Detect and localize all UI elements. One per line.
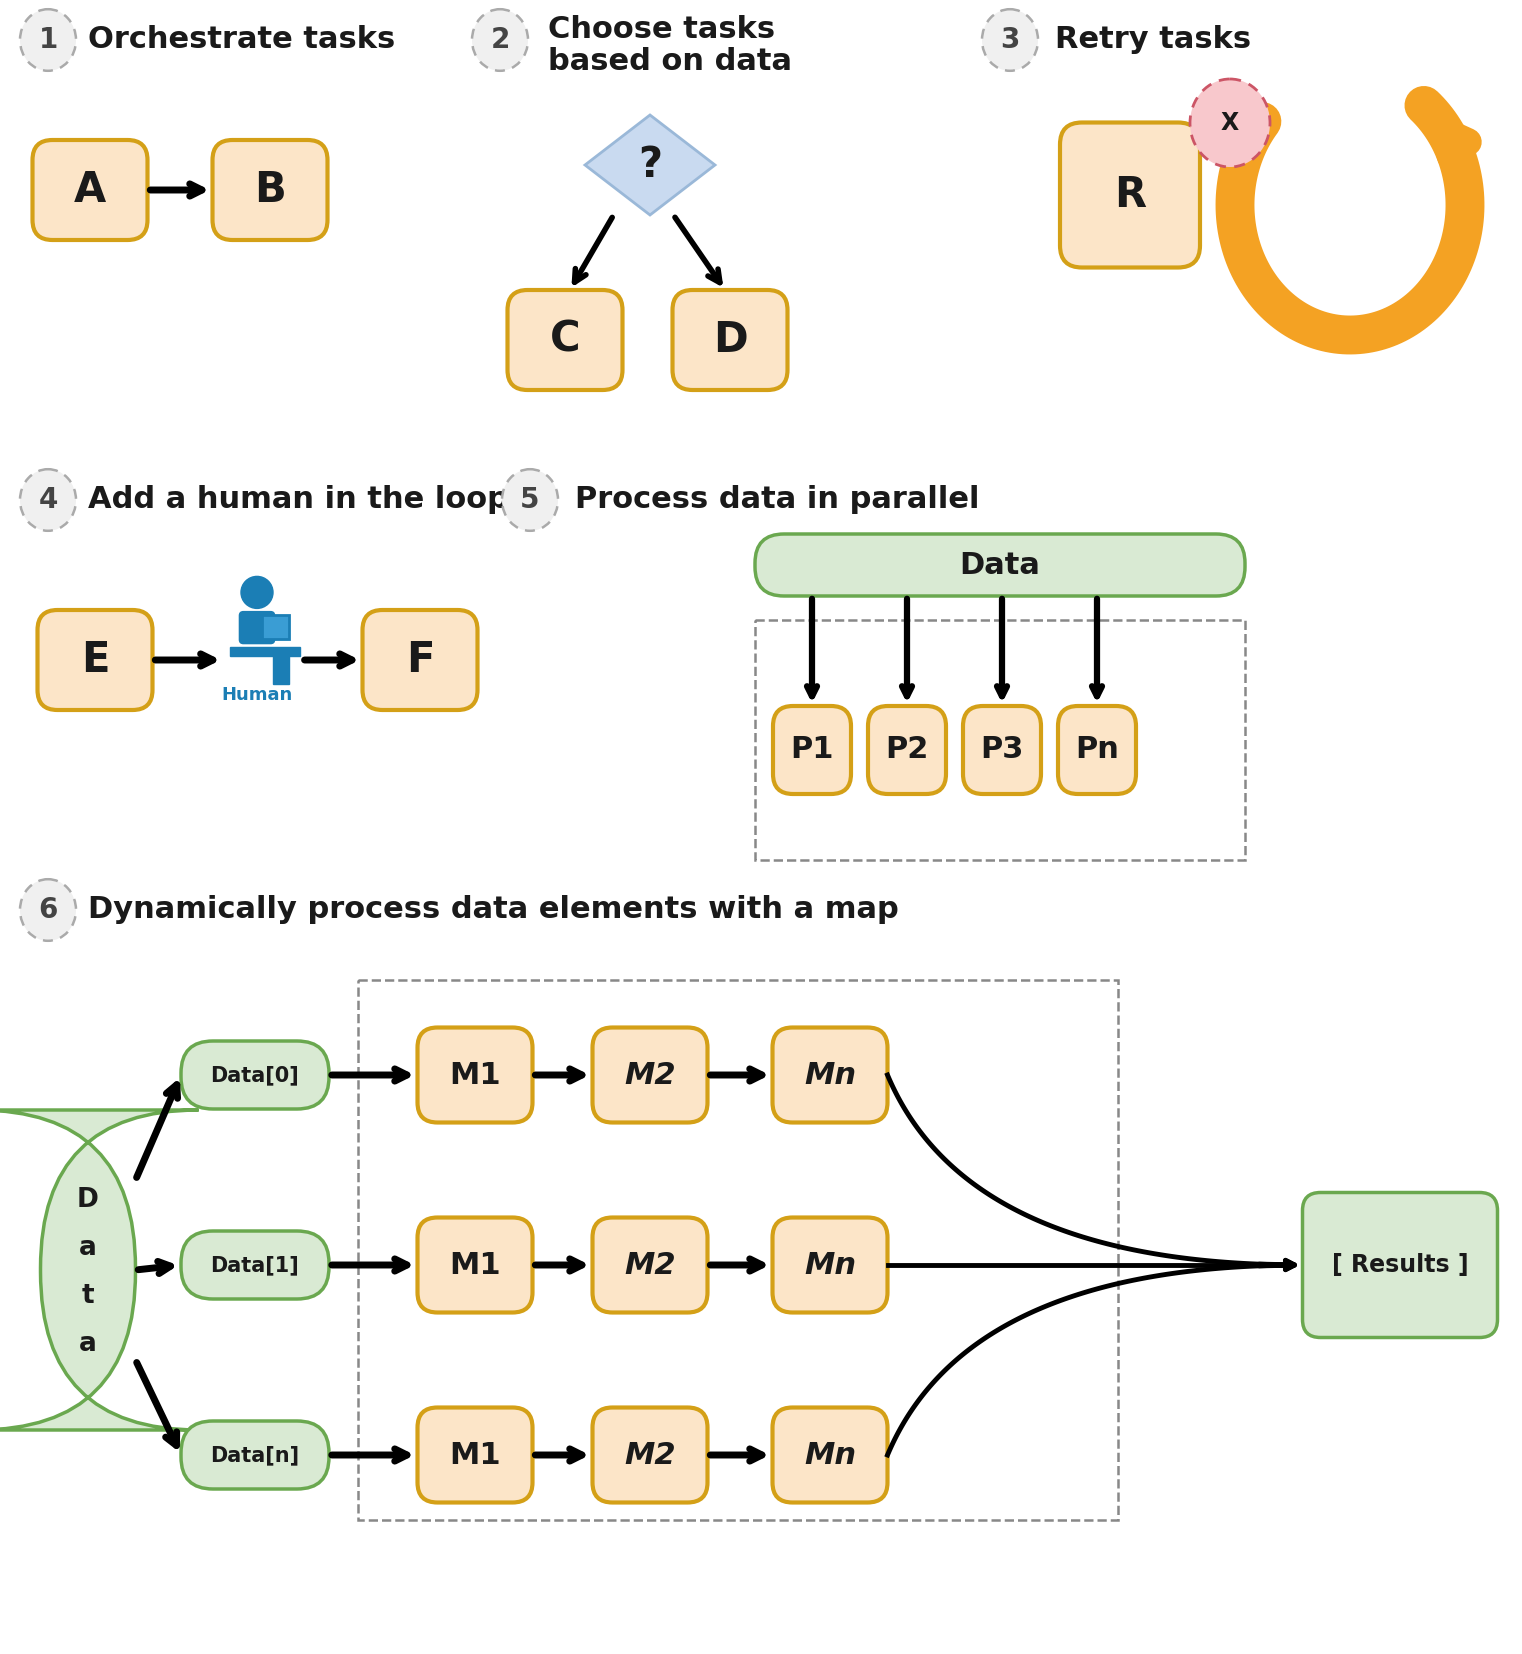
Text: 5: 5 [521, 486, 540, 514]
Text: Dynamically process data elements with a map: Dynamically process data elements with a… [88, 895, 900, 925]
FancyBboxPatch shape [773, 1408, 887, 1502]
Text: B: B [254, 169, 286, 212]
Ellipse shape [982, 10, 1038, 71]
FancyBboxPatch shape [38, 610, 152, 710]
Text: Retry tasks: Retry tasks [1055, 25, 1251, 55]
Text: D: D [712, 319, 747, 361]
Text: Data: Data [959, 551, 1041, 579]
Text: Add a human in the loop: Add a human in the loop [88, 486, 508, 514]
Text: P2: P2 [886, 736, 928, 764]
FancyBboxPatch shape [181, 1040, 329, 1108]
Text: C: C [549, 319, 580, 361]
Text: Mn: Mn [804, 1441, 855, 1469]
Text: 6: 6 [38, 896, 58, 925]
Bar [272, 657, 289, 683]
FancyBboxPatch shape [773, 1027, 887, 1123]
Text: D: D [78, 1188, 99, 1212]
FancyBboxPatch shape [673, 289, 787, 390]
FancyBboxPatch shape [417, 1217, 533, 1313]
Text: t: t [82, 1284, 94, 1308]
Text: M1: M1 [449, 1250, 501, 1280]
Text: X: X [1221, 111, 1239, 136]
FancyBboxPatch shape [592, 1217, 708, 1313]
FancyBboxPatch shape [773, 1217, 887, 1313]
Text: 2: 2 [490, 26, 510, 55]
Ellipse shape [20, 880, 76, 941]
Text: M1: M1 [449, 1060, 501, 1090]
Text: Mn: Mn [804, 1250, 855, 1280]
Text: Pn: Pn [1075, 736, 1119, 764]
Bar [755, 620, 1245, 860]
FancyBboxPatch shape [213, 141, 327, 240]
Text: M2: M2 [624, 1250, 676, 1280]
FancyBboxPatch shape [963, 706, 1041, 794]
Circle shape [240, 576, 272, 609]
Text: A: A [75, 169, 107, 212]
Bar [358, 981, 1119, 1520]
Text: P3: P3 [980, 736, 1024, 764]
Polygon shape [584, 116, 715, 215]
Text: R: R [1114, 174, 1146, 217]
Text: [ Results ]: [ Results ] [1332, 1254, 1469, 1277]
FancyBboxPatch shape [0, 1110, 198, 1431]
FancyBboxPatch shape [1058, 706, 1135, 794]
FancyBboxPatch shape [755, 534, 1245, 595]
Text: Data[0]: Data[0] [210, 1065, 300, 1085]
Text: M2: M2 [624, 1060, 676, 1090]
Ellipse shape [472, 10, 528, 71]
FancyBboxPatch shape [868, 706, 947, 794]
FancyBboxPatch shape [507, 289, 622, 390]
Text: ?: ? [638, 144, 662, 185]
Text: P1: P1 [790, 736, 834, 764]
FancyBboxPatch shape [239, 612, 274, 643]
Ellipse shape [20, 10, 76, 71]
Ellipse shape [1190, 79, 1269, 167]
Text: 3: 3 [1000, 26, 1020, 55]
Text: Data[1]: Data[1] [210, 1255, 300, 1275]
Text: M2: M2 [624, 1441, 676, 1469]
FancyBboxPatch shape [417, 1027, 533, 1123]
Text: a: a [79, 1331, 97, 1356]
Bar [230, 647, 300, 657]
Text: Orchestrate tasks: Orchestrate tasks [88, 25, 396, 55]
FancyBboxPatch shape [181, 1231, 329, 1298]
Text: F: F [406, 638, 434, 681]
FancyBboxPatch shape [262, 615, 289, 638]
Text: based on data: based on data [548, 48, 791, 76]
Text: Human: Human [221, 686, 292, 705]
Text: M1: M1 [449, 1441, 501, 1469]
Text: Data[n]: Data[n] [210, 1446, 300, 1465]
FancyBboxPatch shape [417, 1408, 533, 1502]
FancyBboxPatch shape [362, 610, 478, 710]
Text: Process data in parallel: Process data in parallel [575, 486, 980, 514]
FancyBboxPatch shape [181, 1421, 329, 1489]
Text: Choose tasks: Choose tasks [548, 15, 775, 45]
FancyBboxPatch shape [1303, 1193, 1498, 1338]
Ellipse shape [20, 470, 76, 531]
FancyBboxPatch shape [592, 1027, 708, 1123]
Text: 1: 1 [38, 26, 58, 55]
Text: a: a [79, 1236, 97, 1260]
Text: Mn: Mn [804, 1060, 855, 1090]
Text: 4: 4 [38, 486, 58, 514]
FancyBboxPatch shape [592, 1408, 708, 1502]
FancyBboxPatch shape [773, 706, 851, 794]
FancyBboxPatch shape [32, 141, 148, 240]
Text: E: E [81, 638, 110, 681]
Ellipse shape [502, 470, 559, 531]
FancyBboxPatch shape [1059, 122, 1199, 268]
